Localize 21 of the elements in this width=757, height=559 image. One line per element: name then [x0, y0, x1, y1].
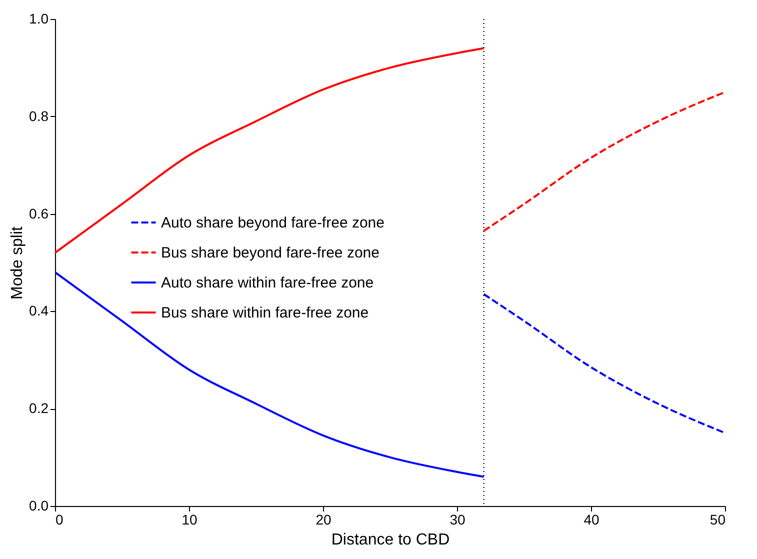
legend-label: Bus share beyond fare-free zone	[161, 244, 380, 262]
y-tick-label: 0.6	[29, 205, 49, 222]
y-tick-label: 1.0	[29, 10, 49, 26]
y-tick-label: 0.0	[29, 498, 49, 514]
x-tick-label: 10	[182, 512, 198, 528]
x-tick-label: 50	[710, 512, 726, 528]
x-axis-title: Distance to CBD	[331, 532, 450, 548]
line-series	[482, 293, 725, 434]
x-tick-label: 40	[584, 512, 600, 528]
x-tick-label: 30	[450, 512, 466, 528]
legend-label: Bus share within fare-free zone	[161, 304, 369, 322]
x-tick-label: 0	[56, 512, 64, 528]
legend-label: Auto share beyond fare-free zone	[161, 214, 384, 232]
line-series	[55, 271, 485, 478]
line-series	[482, 91, 725, 232]
legend-label: Auto share within fare-free zone	[161, 274, 374, 292]
y-tick-label: 0.4	[29, 302, 49, 319]
y-axis-title: Mode split	[9, 226, 26, 300]
x-tick-label: 20	[316, 512, 332, 528]
y-tick-label: 0.2	[29, 400, 49, 416]
y-tick-label: 0.8	[29, 108, 49, 124]
